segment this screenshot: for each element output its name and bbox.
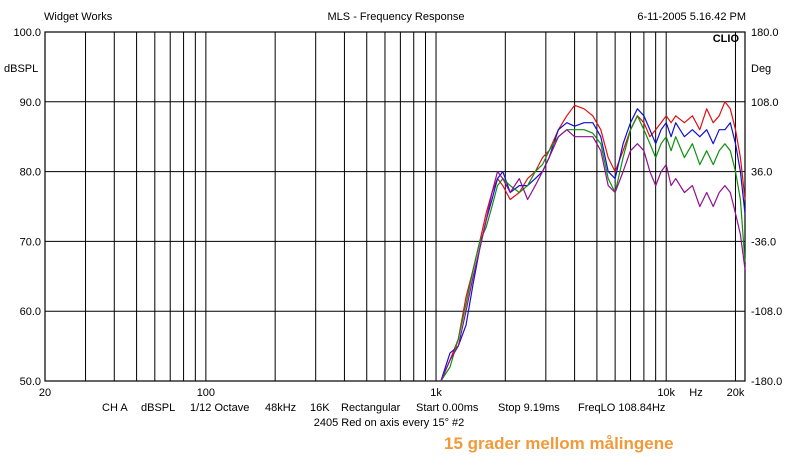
setting-item: CH A bbox=[102, 402, 128, 414]
x-tick-labels: 20 100 1k 10k 20k bbox=[39, 387, 745, 399]
x-tick-label: 20k bbox=[727, 387, 745, 399]
x-tick-label: 1k bbox=[430, 387, 442, 399]
setting-item: 48kHz bbox=[265, 402, 296, 414]
y-tick-label: 100.0 bbox=[13, 27, 41, 39]
y2-tick-label: -36.0 bbox=[751, 236, 776, 248]
setting-item: 1/12 Octave bbox=[190, 402, 249, 414]
setting-item: FreqLO 108.84Hz bbox=[578, 402, 665, 414]
x-tick-label: 20 bbox=[39, 387, 51, 399]
grid bbox=[45, 32, 745, 381]
series-lines bbox=[440, 101, 746, 382]
y2-tick-label: -180.0 bbox=[751, 376, 782, 388]
setting-item: Start 0.00ms bbox=[416, 402, 479, 414]
series-line bbox=[440, 108, 746, 382]
y-tick-label: 50.0 bbox=[20, 376, 41, 388]
y2-tick-labels: -180.0 -108.0 -36.0 36.0 108.0 180.0 bbox=[751, 27, 782, 388]
setting-item: Rectangular bbox=[341, 402, 401, 414]
y2-tick-label: 36.0 bbox=[751, 167, 772, 179]
setting-item: 16K bbox=[310, 402, 330, 414]
y2-tick-label: -108.0 bbox=[751, 306, 782, 318]
y-tick-label: 60.0 bbox=[20, 306, 41, 318]
setting-item: Stop 9.19ms bbox=[498, 402, 560, 414]
measurement-subtitle: 2405 Red on axis every 15° #2 bbox=[314, 417, 465, 429]
series-line bbox=[440, 129, 746, 382]
x-unit-label: Hz bbox=[689, 387, 702, 399]
x-tick-label: 100 bbox=[197, 387, 215, 399]
y2-tick-label: 108.0 bbox=[751, 97, 779, 109]
y2-axis-label: Deg bbox=[751, 63, 771, 75]
y-tick-label: 90.0 bbox=[20, 97, 41, 109]
x-tick-label: 10k bbox=[657, 387, 675, 399]
clio-badge: CLIO bbox=[713, 33, 740, 45]
header-title: MLS - Frequency Response bbox=[328, 11, 465, 23]
header-left: Widget Works bbox=[44, 11, 113, 23]
annotation-note: 15 grader mellom målingene bbox=[444, 434, 674, 453]
y-tick-label: 80.0 bbox=[20, 167, 41, 179]
header-timestamp: 6-11-2005 5.16.42 PM bbox=[637, 11, 746, 23]
y-tick-label: 70.0 bbox=[20, 236, 41, 248]
plot-frame bbox=[44, 31, 746, 382]
y-tick-labels: 50.0 60.0 70.0 80.0 90.0 100.0 bbox=[13, 27, 41, 388]
measurement-settings: CH A dBSPL 1/12 Octave 48kHz 16K Rectangular S… bbox=[102, 402, 665, 414]
series-line bbox=[440, 115, 746, 382]
setting-item: dBSPL bbox=[141, 402, 175, 414]
y-axis-label: dBSPL bbox=[4, 63, 38, 75]
y2-tick-label: 180.0 bbox=[751, 27, 779, 39]
